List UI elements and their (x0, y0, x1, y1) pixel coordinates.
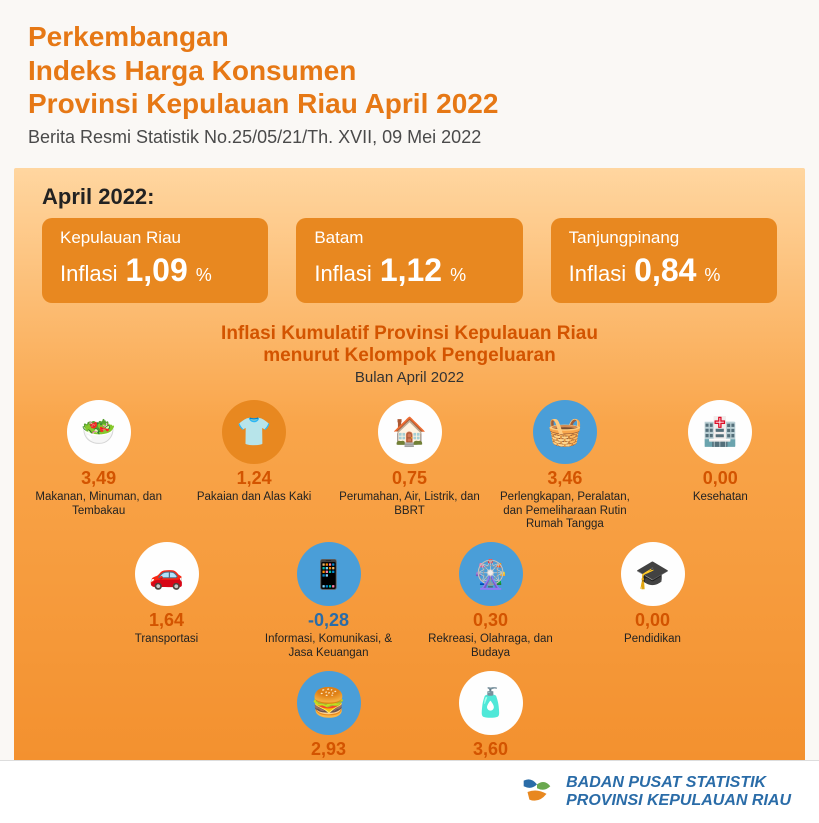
main-infographic: April 2022: Kepulauan Riau Inflasi 1,09 … (14, 168, 805, 808)
inflasi-label: Inflasi (314, 261, 371, 287)
month-label: April 2022: (14, 168, 805, 218)
category-label: Perlengkapan, Peralatan, dan Pemeliharaa… (494, 491, 635, 532)
category-item: 🎓 0,00 Pendidikan (579, 542, 727, 661)
category-label: Pendidikan (579, 633, 727, 647)
section-line3: Bulan April 2022 (14, 369, 805, 386)
section-title: Inflasi Kumulatif Provinsi Kepulauan Ria… (14, 323, 805, 386)
header: Perkembangan Indeks Harga Konsumen Provi… (0, 0, 819, 158)
category-label: Pakaian dan Alas Kaki (183, 491, 324, 505)
category-value: 1,24 (183, 468, 324, 489)
inflation-box: Tanjungpinang Inflasi 0,84 % (551, 218, 777, 303)
category-value: 3,46 (494, 468, 635, 489)
inflasi-value: 0,84 (634, 252, 696, 289)
category-value: 0,30 (417, 610, 565, 631)
inflation-row: Inflasi 0,84 % (569, 252, 759, 289)
section-line1: Inflasi Kumulatif Provinsi Kepulauan Ria… (14, 323, 805, 345)
subtitle: Berita Resmi Statistik No.25/05/21/Th. X… (28, 127, 791, 148)
category-value: 3,49 (28, 468, 169, 489)
inflation-box: Kepulauan Riau Inflasi 1,09 % (42, 218, 268, 303)
category-label: Rekreasi, Olahraga, dan Budaya (417, 633, 565, 661)
category-icon: 🎡 (459, 542, 523, 606)
region-name: Tanjungpinang (569, 228, 759, 248)
inflasi-value: 1,09 (125, 252, 187, 289)
category-item: 📱 -0,28 Informasi, Komunikasi, & Jasa Ke… (255, 542, 403, 661)
title-line-2: Indeks Harga Konsumen (28, 54, 791, 88)
footer-line2: PROVINSI KEPULAUAN RIAU (566, 792, 791, 810)
category-value: -0,28 (255, 610, 403, 631)
percent-sign: % (196, 265, 212, 286)
category-label: Transportasi (93, 633, 241, 647)
category-icon: 📱 (297, 542, 361, 606)
inflation-row: Inflasi 1,12 % (314, 252, 504, 289)
footer: BADAN PUSAT STATISTIK PROVINSI KEPULAUAN… (0, 760, 819, 823)
section-line2: menurut Kelompok Pengeluaran (14, 345, 805, 367)
inflation-box: Batam Inflasi 1,12 % (296, 218, 522, 303)
category-icon: 🍔 (297, 671, 361, 735)
category-item: 🧺 3,46 Perlengkapan, Peralatan, dan Peme… (494, 400, 635, 532)
category-icon: 🏠 (378, 400, 442, 464)
category-value: 0,00 (650, 468, 791, 489)
title-line-1: Perkembangan (28, 20, 791, 54)
footer-org: BADAN PUSAT STATISTIK PROVINSI KEPULAUAN… (566, 774, 791, 809)
category-icon: 🧺 (533, 400, 597, 464)
category-item: 🚗 1,64 Transportasi (93, 542, 241, 661)
bps-logo-icon (518, 773, 556, 811)
inflation-boxes: Kepulauan Riau Inflasi 1,09 % Batam Infl… (14, 218, 805, 303)
category-row: 🥗 3,49 Makanan, Minuman, dan Tembakau 👕 … (28, 400, 791, 532)
title-line-3: Provinsi Kepulauan Riau April 2022 (28, 87, 791, 121)
category-value: 0,75 (339, 468, 480, 489)
region-name: Kepulauan Riau (60, 228, 250, 248)
category-icon: 🥗 (67, 400, 131, 464)
category-item: 🥗 3,49 Makanan, Minuman, dan Tembakau (28, 400, 169, 532)
category-value: 1,64 (93, 610, 241, 631)
category-item: 🎡 0,30 Rekreasi, Olahraga, dan Budaya (417, 542, 565, 661)
percent-sign: % (704, 265, 720, 286)
category-item: 🏠 0,75 Perumahan, Air, Listrik, dan BBRT (339, 400, 480, 532)
category-icon: 👕 (222, 400, 286, 464)
inflasi-label: Inflasi (569, 261, 626, 287)
category-value: 0,00 (579, 610, 727, 631)
category-item: 🏥 0,00 Kesehatan (650, 400, 791, 532)
inflasi-value: 1,12 (380, 252, 442, 289)
percent-sign: % (450, 265, 466, 286)
category-item: 👕 1,24 Pakaian dan Alas Kaki (183, 400, 324, 532)
category-value: 3,60 (417, 739, 565, 760)
category-icon: 🏥 (688, 400, 752, 464)
category-icon: 🧴 (459, 671, 523, 735)
region-name: Batam (314, 228, 504, 248)
categories-grid: 🥗 3,49 Makanan, Minuman, dan Tembakau 👕 … (14, 386, 805, 790)
inflation-row: Inflasi 1,09 % (60, 252, 250, 289)
category-label: Kesehatan (650, 491, 791, 505)
category-value: 2,93 (255, 739, 403, 760)
category-icon: 🎓 (621, 542, 685, 606)
category-label: Perumahan, Air, Listrik, dan BBRT (339, 491, 480, 519)
inflasi-label: Inflasi (60, 261, 117, 287)
category-row: 🚗 1,64 Transportasi 📱 -0,28 Informasi, K… (28, 542, 791, 661)
footer-line1: BADAN PUSAT STATISTIK (566, 774, 791, 792)
category-icon: 🚗 (135, 542, 199, 606)
category-label: Informasi, Komunikasi, & Jasa Keuangan (255, 633, 403, 661)
category-label: Makanan, Minuman, dan Tembakau (28, 491, 169, 519)
